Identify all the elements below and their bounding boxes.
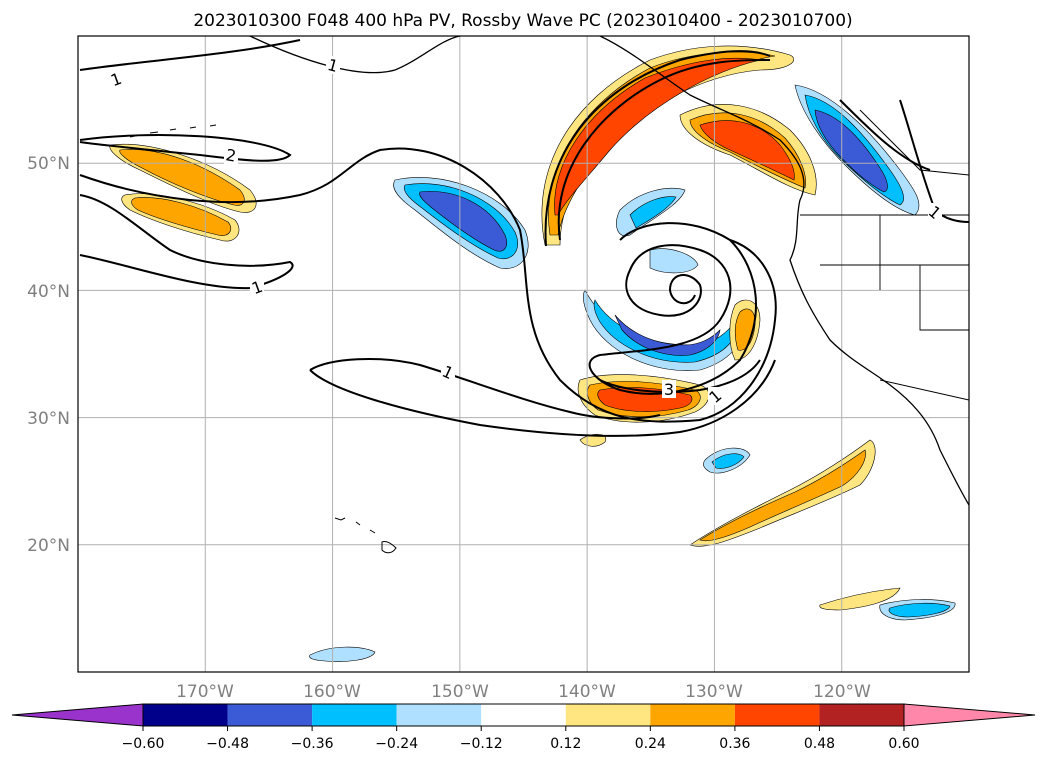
colorbar-tick-label: −0.48: [206, 736, 249, 752]
colorbar-segment: [481, 704, 566, 726]
chart-title: 2023010300 F048 400 hPa PV, Rossby Wave …: [193, 11, 852, 31]
swirl-negative: [583, 187, 747, 371]
anomaly-fill-layer: [109, 45, 956, 662]
colorbar-segment: [565, 704, 651, 726]
pv-contour-line: [79, 147, 777, 423]
colorbar-tick-label: −0.12: [460, 736, 503, 752]
central-pacific-negative: [393, 177, 529, 269]
colorbar-frame: [142, 703, 905, 727]
x-tick-label: 170°W: [176, 682, 234, 702]
map-background: [78, 36, 969, 672]
gridlines: [78, 36, 969, 672]
colorbar-extend-low: [11, 703, 144, 727]
y-axis: 20°N 30°N 40°N 50°N: [27, 154, 70, 556]
pacnw-negative: [794, 84, 920, 216]
y-tick-label: 40°N: [27, 282, 70, 302]
colorbar-segment: [819, 704, 904, 726]
colorbar-segment: [396, 704, 482, 726]
west-coast-line: [599, 36, 969, 506]
state-borders: [820, 215, 969, 401]
colorbar-segment: [734, 704, 820, 726]
anomaly-band: [119, 149, 245, 236]
anomaly-band: [711, 453, 951, 618]
colorbar-segment: [143, 704, 228, 726]
x-axis: 170°W 160°W 150°W 140°W 130°W 120°W: [176, 682, 871, 702]
alaska-arc-positive: [541, 45, 795, 246]
colorbar-extend-high: [903, 703, 1036, 727]
anomaly-band: [419, 191, 507, 252]
anomaly-band: [614, 314, 721, 356]
pv-contours: [79, 39, 969, 437]
contour-label: 1: [325, 55, 340, 76]
x-tick-label: 120°W: [813, 682, 871, 702]
x-tick-label: 150°W: [431, 682, 489, 702]
pv-contour-line: [557, 59, 771, 241]
coastlines: [129, 36, 969, 554]
anomaly-band: [699, 449, 866, 542]
anomaly-band: [814, 109, 888, 193]
colorbar-tick-label: −0.36: [291, 736, 334, 752]
colorbar-tick-label: 0.48: [804, 736, 835, 752]
colorbar-tick-label: 0.60: [888, 736, 919, 752]
pv-contour-line: [544, 50, 771, 247]
y-tick-label: 30°N: [27, 409, 70, 429]
contour-label-backgrounds: [109, 56, 942, 405]
contour-label: 3: [664, 380, 674, 399]
colorbar-segment: [312, 704, 397, 726]
map-content: 1 1 2 1 1 3 1 1: [78, 36, 969, 672]
colorbar-segment: [650, 704, 735, 726]
pv-contour-line: [309, 359, 776, 437]
canada-border: [859, 109, 969, 176]
x-tick-label: 140°W: [558, 682, 616, 702]
pv-contour-line: [79, 39, 301, 71]
pv-contour-line: [79, 194, 294, 290]
pv-contour-line: [309, 358, 661, 420]
hawaii-islands: [334, 517, 397, 554]
anomaly-band: [699, 120, 795, 181]
pv-contour-line: [599, 359, 761, 393]
colorbar-tick-label: 0.24: [635, 736, 666, 752]
map-frame: [77, 35, 970, 673]
colorbar: −0.60 −0.48 −0.36 −0.24 −0.12 0.12 0.24 0.36 0.4…: [11, 703, 1036, 752]
bc-coast-positive: [679, 104, 817, 196]
y-tick-label: 50°N: [27, 154, 70, 174]
x-tick-label: 160°W: [303, 682, 361, 702]
pv-contour-line: [79, 134, 292, 162]
colorbar-tick-label: 0.12: [550, 736, 581, 752]
colorbar-tick-label: −0.24: [375, 736, 418, 752]
colorbar-tick-label: −0.60: [122, 736, 165, 752]
anomaly-band: [593, 196, 739, 363]
western-positive: [109, 143, 257, 242]
contour-label: 2: [224, 145, 237, 165]
colorbar-tick-label: 0.36: [719, 736, 750, 752]
x-tick-label: 130°W: [685, 682, 743, 702]
alaska-coastline: [249, 36, 461, 74]
pv-contour-line: [839, 99, 931, 171]
colorbar-segment: [227, 704, 313, 726]
pv-contour-spiral: [588, 222, 757, 395]
y-tick-label: 20°N: [27, 536, 70, 556]
anomaly-band: [309, 447, 956, 662]
southeast-negative: [309, 447, 956, 662]
